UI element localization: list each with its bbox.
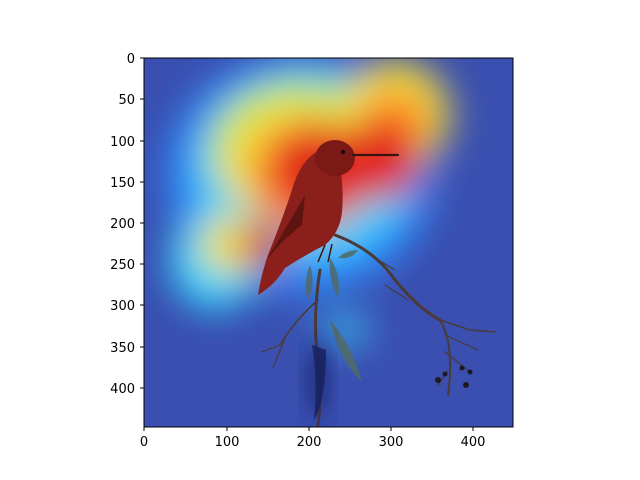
hummingbird [258, 140, 400, 295]
y-tick-label: 400 [110, 382, 135, 397]
y-tick-label: 50 [118, 93, 135, 108]
berries [435, 365, 473, 388]
y-tick-label: 250 [110, 258, 135, 273]
x-tick-label: 200 [297, 435, 322, 450]
x-tick-label: 100 [215, 435, 240, 450]
y-tick-label: 100 [110, 135, 135, 150]
y-tick-label: 200 [110, 217, 135, 232]
y-axis: 0 50 100 150 200 250 300 350 400 [110, 52, 144, 397]
x-axis: 0 100 200 300 400 [140, 427, 486, 450]
x-tick-label: 0 [140, 435, 148, 450]
x-tick-label: 300 [379, 435, 404, 450]
y-tick-label: 350 [110, 341, 135, 356]
y-tick-label: 300 [110, 299, 135, 314]
y-tick-label: 150 [110, 176, 135, 191]
x-tick-label: 400 [461, 435, 486, 450]
plot-frame [143, 57, 514, 428]
leaves [305, 250, 362, 382]
flower-bud [312, 345, 326, 420]
y-tick-label: 0 [127, 52, 135, 67]
heatmap-image [144, 58, 513, 427]
